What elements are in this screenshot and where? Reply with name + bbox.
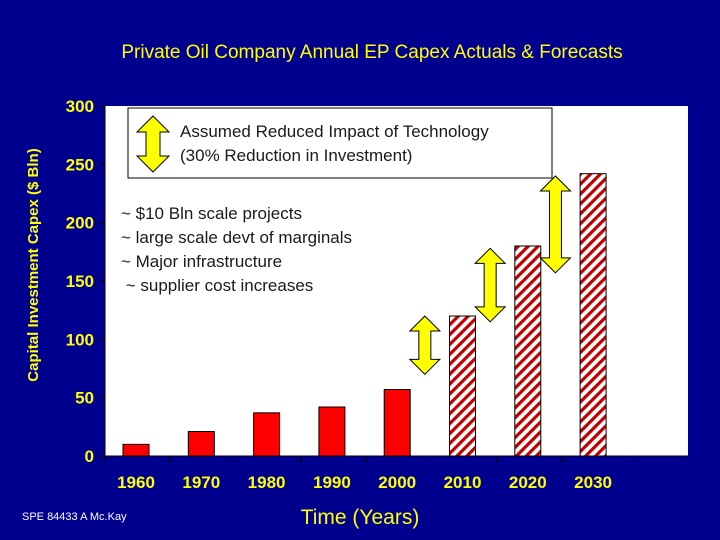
y-ticks: 0 50 100 150 200 250 300 [66, 97, 105, 466]
x-tick-label: 1960 [117, 473, 155, 492]
y-tick-label: 50 [75, 389, 94, 408]
range-arrow-icon [539, 175, 572, 274]
driver-line: ~ large scale devt of marginals [121, 228, 352, 247]
y-tick-label: 300 [66, 97, 94, 116]
driver-line: ~ Major infrastructure [121, 252, 282, 271]
double-arrow-icon [135, 115, 171, 173]
x-axis-label: Time (Years) [301, 506, 420, 529]
drivers-box [112, 195, 400, 303]
actual-bar [253, 412, 281, 457]
technology-annotation: Assumed Reduced Impact of Technology (30… [127, 107, 553, 179]
y-tick-label: 100 [66, 330, 94, 349]
source-note: SPE 84433 A Mc.Kay [22, 511, 127, 523]
range-arrow-icon [408, 315, 442, 376]
y-axis-label: Capital Investment Capex ($ Bln) [25, 148, 42, 381]
x-tick-label: 1970 [182, 473, 220, 492]
x-tick-label: 2030 [574, 473, 612, 492]
driver-line: ~ $10 Bln scale projects [121, 204, 302, 223]
actual-bar [318, 406, 346, 457]
bars [122, 173, 607, 457]
chart-title: Private Oil Company Annual EP Capex Actu… [121, 42, 622, 63]
forecast-bar [579, 173, 607, 457]
x-tick-label: 1990 [313, 473, 351, 492]
x-ticks: 1960 1970 1980 1990 2000 2010 2020 2030 [104, 456, 628, 492]
actual-bar [383, 389, 411, 457]
technology-line-1: Assumed Reduced Impact of Technology [180, 122, 489, 141]
y-tick-label: 0 [85, 447, 94, 466]
y-tick-label: 200 [66, 214, 94, 233]
driver-line: ~ supplier cost increases [121, 276, 313, 295]
range-arrow-icon [473, 247, 507, 323]
technology-box [127, 107, 553, 179]
actual-bar [187, 431, 215, 457]
x-tick-label: 1980 [248, 473, 286, 492]
x-tick-label: 2020 [509, 473, 547, 492]
x-tick-label: 2010 [444, 473, 482, 492]
actual-bar [122, 443, 150, 457]
technology-line-2: (30% Reduction in Investment) [180, 146, 412, 165]
forecast-bar [514, 245, 542, 457]
y-tick-label: 150 [66, 272, 94, 291]
forecast-bar [449, 315, 476, 457]
range-arrows [408, 175, 572, 376]
drivers-annotation: ~ $10 Bln scale projects ~ large scale d… [112, 195, 400, 303]
x-tick-label: 2000 [378, 473, 416, 492]
y-tick-label: 250 [66, 155, 94, 174]
